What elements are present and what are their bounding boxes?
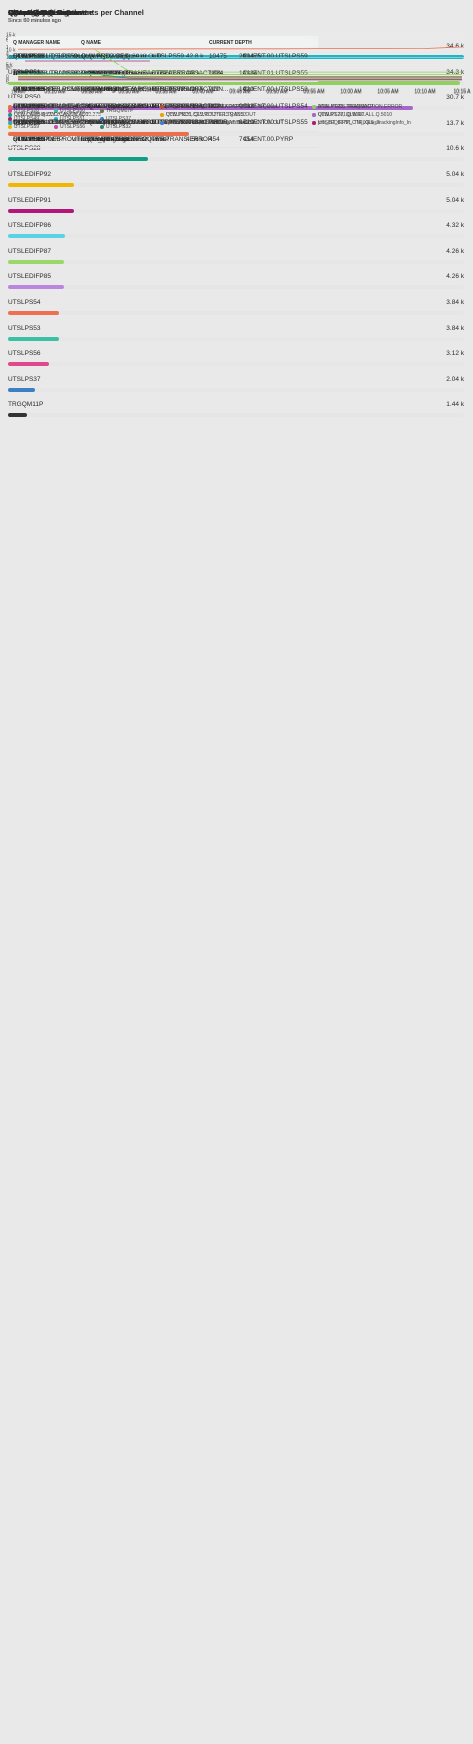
bar-name: UTSLPS53: [8, 325, 41, 332]
bar: [8, 209, 74, 213]
legend-item: QLW.RT.271.Q.5010: [312, 112, 462, 118]
bar: [8, 260, 64, 264]
legend-label: QLW.RT.271.Q.5010: [318, 112, 364, 118]
bar-track: [8, 413, 464, 417]
legend-item: jms_BT.837P.X12TOXDATA.RSPQueue: [160, 104, 310, 110]
x-tick-label: AM: [14, 88, 22, 94]
legend-label: QLW.RT.271.Q.5010.OLD: [14, 104, 71, 110]
bar-value: 3.84 k: [446, 325, 464, 332]
bar: [8, 311, 59, 315]
bar: [8, 183, 74, 187]
legend-label: QLW.PRD1.CEM.HEARTBEAT.TRANSACTION.OUT: [166, 120, 284, 126]
x-tick-label: 09:35 AM: [155, 88, 176, 94]
legend-item: QLW.PRD1.CEM.HEARTBEAT.TRANSACTION.OUT: [160, 120, 310, 126]
legend-label: ANALYTICS.TRANSACTION.ERROR: [318, 104, 402, 110]
legend-swatch: [312, 121, 316, 125]
y-tick-label: 10 k: [6, 47, 16, 53]
bar-track: [8, 362, 464, 366]
bar-value: 5.04 k: [446, 171, 464, 178]
bar-name: UTSLEDIFP92: [8, 171, 51, 178]
legend-label: QLW.CAMBIA.CDO.CANON.ADT: [14, 112, 89, 118]
bar-value: 10.6 k: [446, 145, 464, 152]
legend-item: jms_BT_837P_CTRLQueue: [312, 120, 462, 126]
legend-swatch: [8, 105, 12, 109]
legend-swatch: [312, 113, 316, 117]
legend-item: QLW.CAMBIA.CDO.CANON.ADT: [8, 112, 158, 118]
legend-label: QLW.PRD1.CES.ROUTER.TRANS.OUT: [166, 112, 256, 118]
bar-track: [8, 260, 464, 264]
y-tick-label: 5 k: [6, 62, 13, 68]
legend-label: jms_BT.837P.X12TOXDATA.RSPQueue: [166, 104, 255, 110]
bar-track: [8, 157, 464, 161]
bar: [8, 388, 35, 392]
bar-name: UTSLEDIFP87: [8, 248, 51, 255]
series-line: [18, 47, 462, 49]
bar-track: [8, 311, 464, 315]
x-tick-label: 09:30 AM: [118, 88, 139, 94]
x-tick-label: 10:05 AM: [377, 88, 398, 94]
bar-value: 4.26 k: [446, 248, 464, 255]
bar-value: 3.12 k: [446, 350, 464, 357]
legend-item: ANALYTICS.TRANSACTION.ERROR: [312, 104, 462, 110]
bar-track: [8, 388, 464, 392]
bar: [8, 413, 27, 417]
x-tick-label: 09:25 AM: [81, 88, 102, 94]
bar-value: 4.32 k: [446, 222, 464, 229]
legend-item: QLW.RT.271.Q.5010.OLD: [8, 104, 158, 110]
bar: [8, 285, 64, 289]
x-tick-label: 09:50 AM: [266, 88, 287, 94]
bar: [8, 362, 49, 366]
legend-item: QLW.PRD1.CES.ROUTER.TRANS.OUT: [160, 112, 310, 118]
legend-swatch: [160, 113, 164, 117]
bar-name: UTSLPS54: [8, 299, 41, 306]
legend-swatch: [8, 113, 12, 117]
bar-name: UTSLEDIFP86: [8, 222, 51, 229]
bar-name: TRGQM11P: [8, 401, 43, 408]
bar-name: UTSLEDIFP85: [8, 273, 51, 280]
bar-value: 1.44 k: [446, 401, 464, 408]
x-tick-label: 10:10 AM: [414, 88, 435, 94]
legend-swatch: [160, 121, 164, 125]
bar-track: [8, 183, 464, 187]
legend-item: QLW.PRD2.CEM.HEARTBEAT.TRANSACTION.OUT: [8, 120, 158, 126]
bar-track: [8, 337, 464, 341]
x-tick-label: 09:40 AM: [192, 88, 213, 94]
bar: [8, 337, 59, 341]
x-tick-label: 09:45 AM: [229, 88, 250, 94]
bar-name: UTSLPS37: [8, 376, 41, 383]
bar: [8, 234, 65, 238]
legend-swatch: [8, 121, 12, 125]
bar-name: UTSLEDIFP91: [8, 197, 51, 204]
bar-track: [8, 234, 464, 238]
bar-value: 5.04 k: [446, 197, 464, 204]
x-tick-label: 09:55 AM: [303, 88, 324, 94]
bar-value: 4.26 k: [446, 273, 464, 280]
legend-swatch: [160, 105, 164, 109]
legend-label: QLW.PRD2.CEM.HEARTBEAT.TRANSACTION.OUT: [14, 120, 132, 126]
bar-track: [8, 285, 464, 289]
y-tick-label: 15 k: [6, 32, 16, 38]
bar-track: [8, 209, 464, 213]
bar-name: UTSLPS56: [8, 350, 41, 357]
legend-swatch: [312, 105, 316, 109]
bar-value: 2.04 k: [446, 376, 464, 383]
x-tick-label: 10:15 A: [454, 88, 472, 94]
bar-value: 3.84 k: [446, 299, 464, 306]
x-tick-label: 09:20 AM: [44, 88, 65, 94]
legend-label: jms_BT_837P_CTRLQueue: [318, 120, 380, 126]
bar: [8, 157, 148, 161]
y-tick-label: 0: [6, 77, 9, 83]
x-tick-label: 10:00 AM: [340, 88, 361, 94]
